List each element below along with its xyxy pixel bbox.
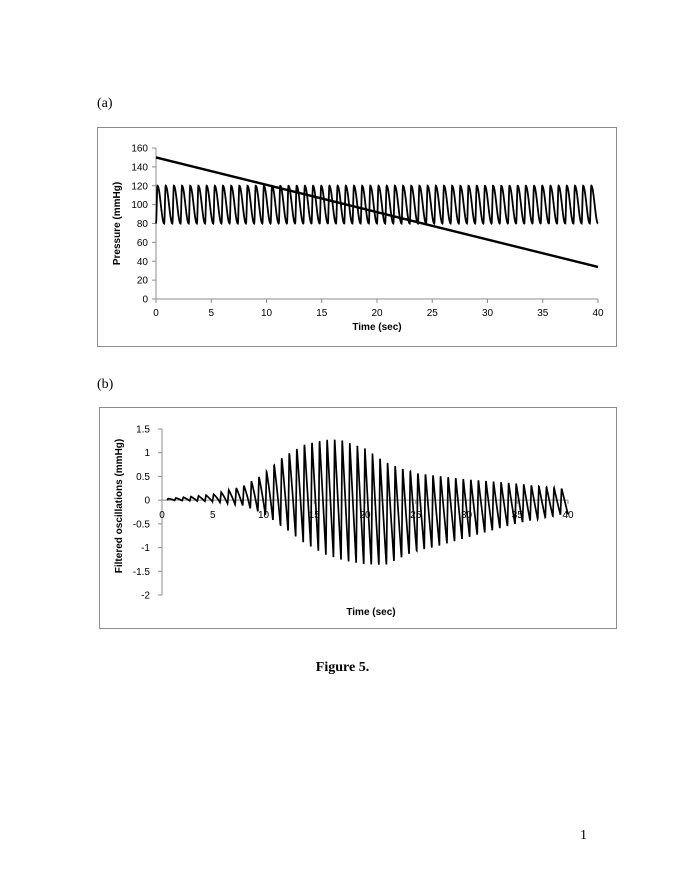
figure-caption: Figure 5.	[315, 660, 370, 675]
x-tick-label: 40	[592, 308, 604, 319]
x-tick-label: 15	[316, 308, 328, 319]
panel-b-label: (b)	[97, 377, 114, 392]
y-tick-label: -0.5	[133, 519, 151, 530]
chart-a: 0 20 40 60 80 100 120 140 160 0 5 10 15 20 25 30 35 40 Ti…	[112, 144, 604, 334]
x-tick-label: 0	[159, 510, 165, 521]
x-tick-label: 0	[153, 308, 159, 319]
x-tick-label: 5	[208, 308, 214, 319]
y-tick-label: -2	[141, 591, 150, 602]
x-tick-label: 20	[359, 510, 371, 521]
x-tick-label: 10	[261, 308, 273, 319]
pressure-oscillation-series	[155, 184, 599, 226]
y-axis-label: Pressure (mmHg)	[112, 182, 123, 265]
x-tick-label: 20	[371, 308, 383, 319]
x-tick-label: 10	[258, 510, 270, 521]
y-tick-label: -1	[141, 543, 150, 554]
panel-a-label: (a)	[97, 96, 113, 111]
x-tick-label: 15	[309, 510, 321, 521]
x-tick-label: 35	[537, 308, 549, 319]
y-tick-label: 20	[137, 276, 149, 287]
y-tick-label: 160	[131, 144, 148, 155]
x-tick-label: 30	[461, 510, 473, 521]
cuff-pressure-series	[155, 156, 599, 269]
chart-b-frame: 1.5 1 0.5 0 -0.5 -1 -1.5 -2 0 5 10 15 20 25 30 35 40 Tim…	[99, 407, 617, 629]
x-tick-label: 35	[512, 510, 524, 521]
y-tick-label: 1.5	[136, 425, 150, 436]
y-tick-label: 60	[137, 238, 149, 249]
chart-b: 1.5 1 0.5 0 -0.5 -1 -1.5 -2 0 5 10 15 20 25 30 35 40 Tim…	[114, 425, 574, 619]
x-axis-label: Time (sec)	[352, 322, 401, 333]
y-tick-label: 0.5	[136, 472, 150, 483]
y-tick-label: 140	[131, 162, 148, 173]
x-tick-label: 25	[410, 510, 422, 521]
y-tick-label: 40	[137, 257, 149, 268]
y-tick-label: 0	[144, 496, 150, 507]
page-number: 1	[580, 828, 587, 843]
y-axis-label: Filtered oscillations (mmHg)	[114, 439, 125, 573]
y-tick-label: 80	[137, 219, 149, 230]
x-tick-label: 5	[210, 510, 216, 521]
x-tick-label: 30	[482, 308, 494, 319]
x-tick-label: 25	[427, 308, 439, 319]
y-tick-label: -1.5	[133, 567, 151, 578]
x-tick-label: 40	[562, 510, 574, 521]
y-tick-label: 100	[131, 200, 148, 211]
chart-a-frame: 0 20 40 60 80 100 120 140 160 0 5 10 15 20 25 30 35 40 Ti…	[97, 127, 617, 347]
y-tick-label: 0	[142, 295, 148, 306]
x-axis-label: Time (sec)	[346, 607, 395, 618]
y-tick-label: 120	[131, 181, 148, 192]
filtered-oscillation-series	[166, 439, 569, 565]
y-tick-label: 1	[144, 448, 150, 459]
